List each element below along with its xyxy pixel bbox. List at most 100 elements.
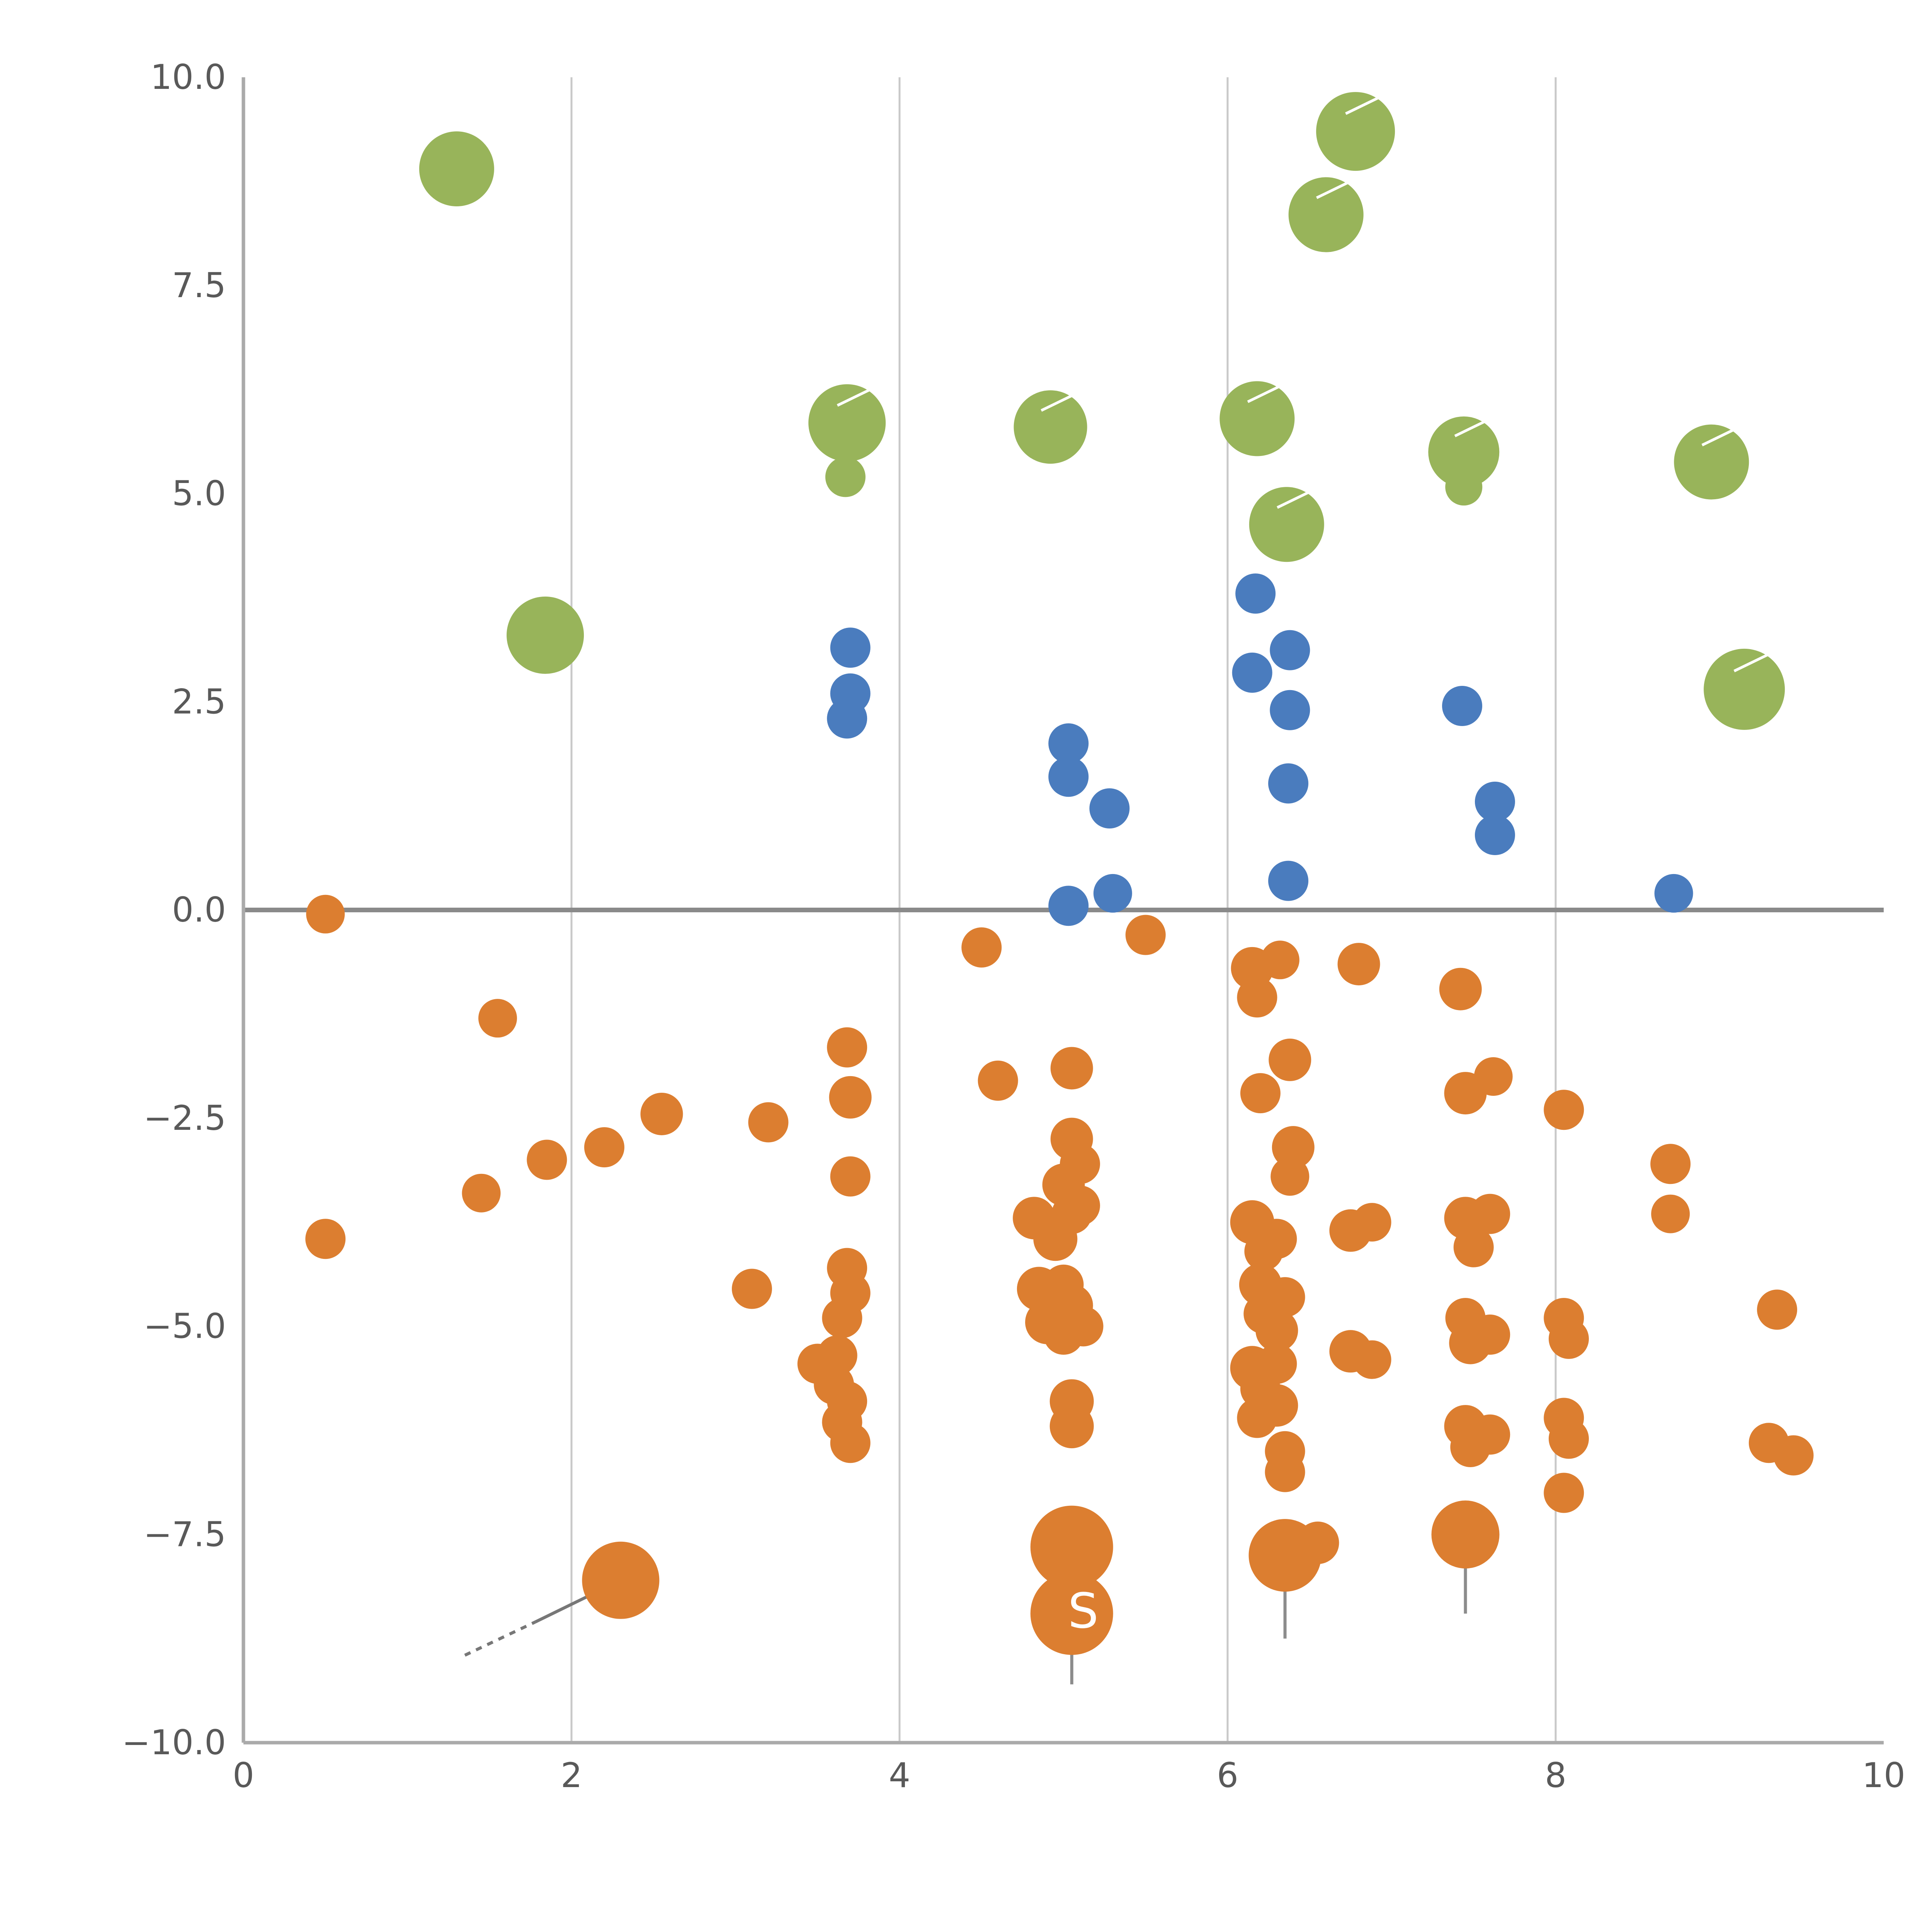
data-point-blue [1475,781,1515,822]
data-point-orange [1030,1505,1113,1588]
data-point-blue [1475,815,1515,855]
data-point-orange [306,895,345,934]
data-point-orange [1757,1289,1798,1330]
data-point-blue [1268,861,1309,901]
slash-mark [837,385,878,407]
data-point-orange [1265,1452,1305,1492]
data-point-orange [1474,1057,1513,1096]
data-point-green [1316,92,1395,171]
data-point-orange [1125,915,1166,955]
data-point-orange [1237,1398,1277,1438]
data-point-blue [1048,886,1089,926]
data-point-orange [1270,1157,1310,1196]
slash-mark [1277,487,1317,509]
data-point-orange [1453,1227,1494,1267]
data-point-orange [1272,1126,1315,1169]
data-point-orange [462,1173,501,1213]
data-point-orange [1548,1318,1589,1359]
data-point-orange [305,1219,346,1259]
y-tick-label: −5.0 [143,1306,226,1346]
data-point-orange [1237,977,1277,1018]
data-point-blue [1048,757,1089,797]
data-point-orange [1033,1217,1078,1261]
data-point-orange [1269,1038,1311,1081]
y-tick-label: −7.5 [143,1514,226,1554]
x-tick-label: 0 [233,1755,254,1795]
data-point-blue [1089,788,1130,829]
x-tick-label: 2 [561,1755,582,1795]
data-point-blue [1270,630,1310,670]
data-point-green [825,457,866,497]
data-point-orange [1337,943,1380,986]
slash-mark [1316,178,1356,199]
data-point-green [1219,381,1295,456]
data-point-orange [640,1092,683,1135]
data-point-orange [829,1076,872,1119]
x-tick-label: 10 [1862,1755,1905,1795]
slash-mark [1041,391,1080,412]
data-point-blue [1442,686,1483,726]
data-point-orange [1439,968,1482,1010]
data-point-orange [1260,940,1299,980]
data-point-orange [1431,1500,1500,1569]
data-point-green [1428,416,1500,488]
y-tick-label: 7.5 [172,265,226,305]
data-point-orange [1470,1315,1510,1355]
data-point-orange [1352,1340,1391,1379]
data-point-green [808,384,886,462]
data-point-orange [1544,1473,1584,1513]
slash-mark [1733,650,1777,672]
slash-mark [1454,417,1492,437]
x-tick-label: 8 [1545,1755,1566,1795]
data-point-orange [1544,1090,1584,1130]
data-point-orange [748,1102,789,1143]
x-tick-label: 6 [1217,1755,1238,1795]
slash-mark [1247,382,1287,403]
x-tick-label: 4 [889,1755,910,1795]
data-point-orange [1049,1404,1094,1449]
data-point-orange [478,999,517,1038]
data-point-orange [961,927,1002,968]
data-point-blue [1048,723,1089,764]
data-point-green [1674,424,1749,500]
data-point-blue [827,698,867,739]
data-point-blue [1232,652,1272,693]
data-point-orange [527,1139,567,1180]
data-point-green [507,596,584,674]
data-point-orange [1244,1232,1283,1271]
y-tick-label: 5.0 [172,474,226,514]
data-point-green [1014,390,1087,464]
slash-mark [1345,93,1387,115]
slash-mark [1701,425,1742,447]
data-point-blue [1270,690,1310,730]
data-point-orange [1450,1427,1491,1467]
point-label-s: S [1068,1583,1099,1639]
data-point-orange [1255,1309,1298,1352]
data-point-orange [1470,1194,1510,1234]
data-point-orange [1240,1073,1281,1114]
data-point-orange [978,1060,1018,1101]
data-point-green [1445,468,1483,506]
data-point-orange [1773,1435,1814,1476]
y-tick-label: 0.0 [172,890,226,930]
data-point-blue [1654,874,1693,913]
data-point-orange [1030,1572,1113,1655]
data-point-green [1288,177,1364,252]
data-point-blue [830,628,871,668]
data-point-orange [584,1127,624,1168]
data-point-blue [1268,763,1309,804]
data-point-green [1704,648,1785,730]
data-point-orange [1548,1418,1589,1459]
y-tick-label: −10.0 [122,1723,226,1762]
annotation-line [464,1620,536,1657]
data-point-blue [1093,874,1132,913]
data-point-green [1249,487,1324,562]
data-point-blue [1235,573,1276,614]
data-point-orange [822,1298,862,1338]
data-point-orange [1296,1521,1339,1564]
data-point-green [419,131,494,207]
data-point-orange [1651,1194,1690,1233]
data-point-orange [830,1423,871,1463]
